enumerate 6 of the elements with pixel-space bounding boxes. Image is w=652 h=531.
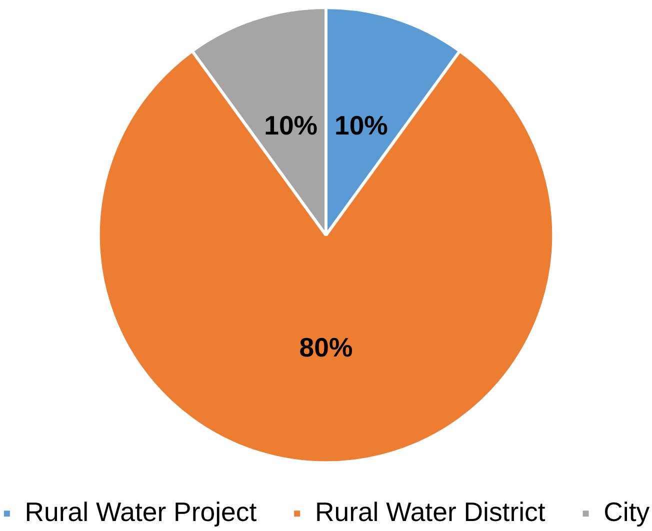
data-label: 10% bbox=[264, 110, 318, 140]
legend-label: Rural Water District bbox=[314, 497, 546, 528]
data-label: 10% bbox=[334, 110, 388, 140]
legend-label: City bbox=[604, 497, 650, 528]
legend-label: Rural Water Project bbox=[24, 497, 258, 528]
data-label: 80% bbox=[299, 332, 353, 362]
